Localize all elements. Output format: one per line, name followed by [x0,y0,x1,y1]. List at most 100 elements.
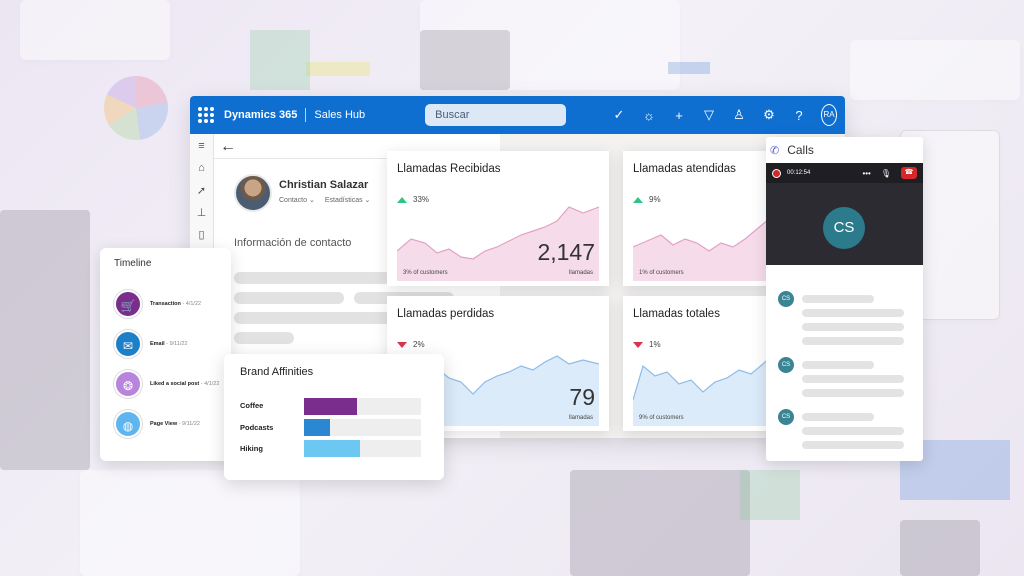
microphone-icon[interactable]: 🎙 [880,168,891,178]
card-trend: 2% [397,340,425,349]
timeline-item[interactable]: ✉ Email - 9/11/22 [114,330,188,358]
contact-name: Christian Salazar [279,179,369,191]
lightbulb-icon[interactable]: ☼ [643,107,655,123]
divider [214,158,500,159]
bg-block [306,62,370,76]
app-launcher-icon[interactable] [198,107,214,123]
placeholder-line [234,292,344,304]
placeholder-line [802,441,904,449]
card-title: Llamadas totales [633,308,720,320]
contact-tabs: Contacto ⌄ Estadísticas ⌄ [279,196,370,204]
bg-panel [80,470,300,576]
affinity-bar-track [304,398,421,415]
back-arrow-icon[interactable]: ← [220,138,236,155]
placeholder-line [802,323,904,331]
calls-header: ✆ Calls [766,137,923,163]
user-avatar[interactable]: RA [821,104,837,126]
sparkline-chart [397,206,599,281]
bg-panel [20,0,170,60]
affinity-label: Coffee [240,401,264,410]
gear-icon[interactable]: ⚙ [763,107,775,122]
timeline-item[interactable]: 🛒 Transaction - 4/1/22 [114,290,201,318]
affinity-bar [304,398,357,415]
stat-card-recibidas: Llamadas Recibidas 33% 2,147 llamadas 3%… [387,151,609,286]
timeline-item[interactable]: ◍ Page View - 9/11/22 [114,410,200,438]
top-icons: ✓ ☼ + ▽ ♙ ⚙ ? RA [611,104,837,126]
hamburger-icon[interactable]: ≡ [198,140,205,152]
placeholder-line [234,272,414,284]
bg-block [0,210,90,470]
card-footer: 9% of customers [639,415,684,421]
more-options-icon[interactable]: ••• [862,168,871,178]
message-avatar: CS [778,409,794,425]
check-circle-icon[interactable]: ✓ [613,107,625,122]
affinity-bar-track [304,440,421,457]
placeholder-line [802,295,874,303]
placeholder-line [234,332,294,344]
calls-title: Calls [787,143,814,157]
bg-block [740,470,800,520]
affinity-bar [304,419,330,436]
share-icon: ❂ [114,370,142,398]
rocket-icon[interactable]: ➚ [196,185,207,197]
card-value: 2,147 [537,239,595,265]
message-avatar: CS [778,357,794,373]
bg-block [668,62,710,74]
arrow-up-icon [397,196,407,203]
tab-contacto[interactable]: Contacto ⌄ [279,197,315,204]
card-title: Llamadas perdidas [397,308,495,320]
timeline-title: Timeline [114,258,152,269]
bg-block [900,520,980,576]
bg-panel [420,0,680,90]
arrow-down-icon [397,341,407,348]
timeline-item-text: Transaction - 4/1/22 [150,301,202,307]
brand-affinities-panel: Brand Affinities Coffee Podcasts Hiking [224,354,444,480]
bg-block [420,30,510,90]
card-title: Llamadas Recibidas [397,163,501,175]
card-unit: llamadas [568,415,593,421]
placeholder-line [802,309,904,317]
caller-avatar: CS [823,207,865,249]
person-icon[interactable]: ♙ [733,107,745,122]
app-name[interactable]: Sales Hub [314,109,366,121]
affinity-label: Podcasts [240,423,274,432]
timeline-item-text: Email - 9/11/22 [150,341,188,347]
hang-up-icon[interactable]: ☎ [901,167,917,179]
card-footer: 3% of customers [403,270,448,276]
placeholder-line [802,427,904,435]
card-unit: llamadas [568,270,593,276]
placeholder-line [802,337,904,345]
brand-affinities-title: Brand Affinities [240,366,314,378]
timeline-item-text: Liked a social post - 4/1/22 [150,381,220,387]
envelope-icon: ✉ [114,330,142,358]
call-timer: 00:12:54 [787,170,811,176]
record-icon[interactable] [772,168,781,178]
bg-panel [850,40,1020,100]
filter-icon[interactable]: ▽ [704,107,714,122]
contact-photo [234,174,272,212]
affinity-label: Hiking [240,444,263,453]
top-bar: Dynamics 365 Sales Hub Buscar ✓ ☼ + ▽ ♙ … [190,96,845,134]
phone-icon: ✆ [770,144,780,157]
card-trend: 9% [633,195,661,204]
clipboard-icon[interactable]: ▯ [198,229,205,241]
placeholder-line [802,413,874,421]
timeline-item[interactable]: ❂ Liked a social post - 4/1/22 [114,370,219,398]
plus-icon[interactable]: + [675,107,683,123]
product-name[interactable]: Dynamics 365 [224,109,298,121]
tab-estadisticas[interactable]: Estadísticas ⌄ [324,197,371,204]
pin-icon[interactable]: ⊥ [196,207,207,219]
help-icon[interactable]: ? [795,107,803,123]
calls-panel: ✆ Calls 00:12:54 ••• 🎙 ☎ CS CS CS CS [766,137,923,461]
home-icon[interactable]: ⌂ [198,162,205,174]
placeholder-line [802,389,904,397]
globe-icon: ◍ [114,410,142,438]
placeholder-line [802,375,904,383]
bg-block [250,30,310,90]
bg-pie-chart [104,76,168,140]
timeline-panel: Timeline 🛒 Transaction - 4/1/22 ✉ Email … [100,248,231,461]
call-controls: 00:12:54 ••• 🎙 ☎ [766,163,923,183]
card-title: Llamadas atendidas [633,163,736,175]
cart-icon: 🛒 [114,290,142,318]
search-input[interactable]: Buscar [425,104,567,126]
